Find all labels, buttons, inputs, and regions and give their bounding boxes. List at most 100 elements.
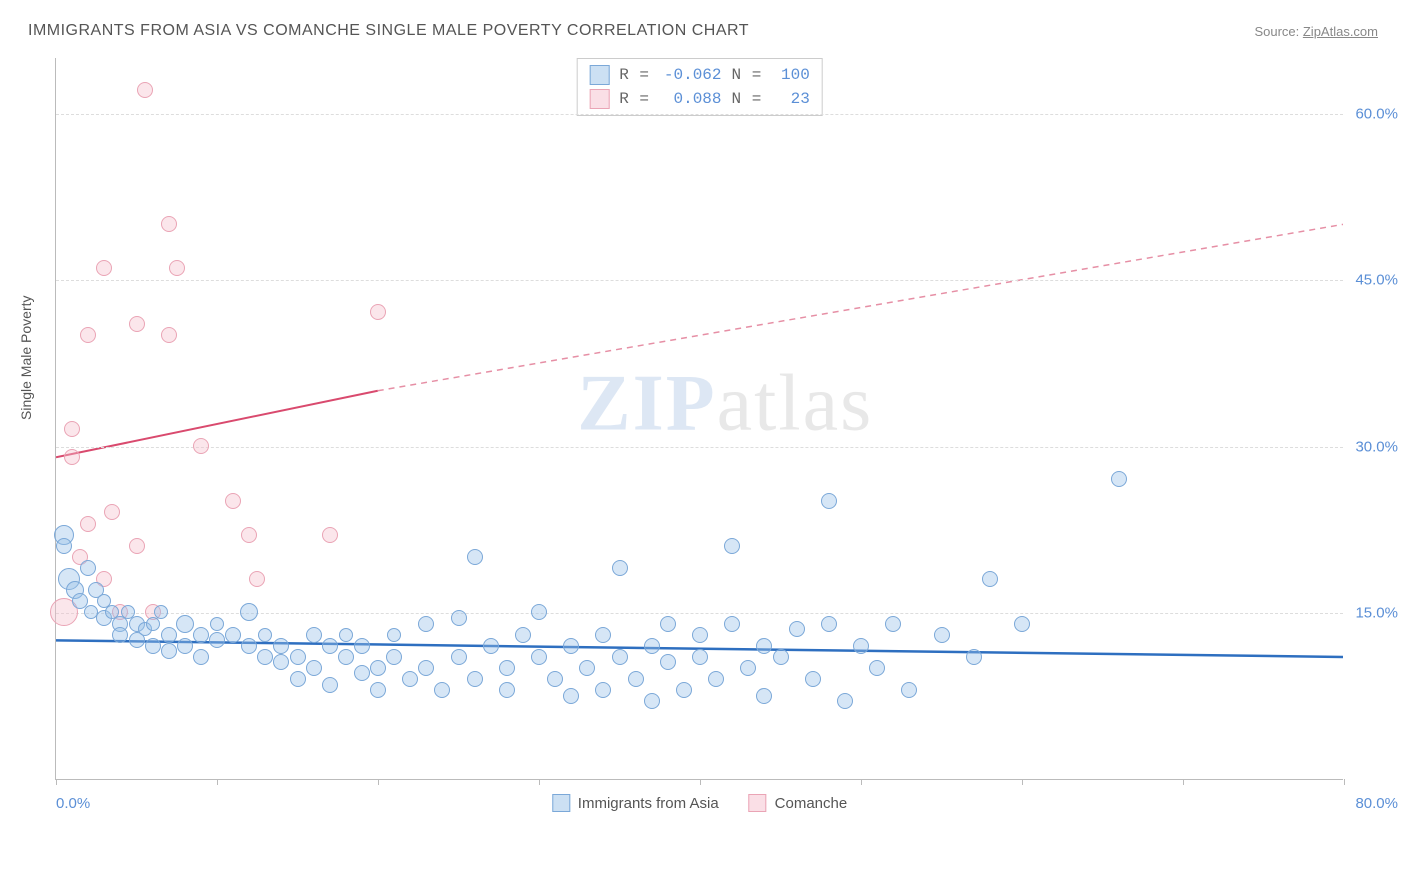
- data-point-asia: [370, 682, 386, 698]
- x-axis-min-label: 0.0%: [56, 795, 90, 812]
- data-point-asia: [322, 638, 338, 654]
- data-point-asia: [402, 671, 418, 687]
- data-point-comanche: [137, 82, 153, 98]
- data-point-asia: [434, 682, 450, 698]
- data-point-comanche: [96, 260, 112, 276]
- chart-header: IMMIGRANTS FROM ASIA VS COMANCHE SINGLE …: [28, 22, 1378, 40]
- stats-r-label: R =: [619, 90, 649, 108]
- data-point-asia: [531, 604, 547, 620]
- data-point-asia: [595, 627, 611, 643]
- y-tick-label: 15.0%: [1355, 605, 1398, 622]
- x-tick: [539, 779, 540, 785]
- data-point-asia: [1111, 471, 1127, 487]
- data-point-comanche: [129, 538, 145, 554]
- data-point-asia: [740, 660, 756, 676]
- stats-swatch-asia: [589, 65, 609, 85]
- data-point-asia: [708, 671, 724, 687]
- data-point-asia: [612, 649, 628, 665]
- y-tick-label: 60.0%: [1355, 105, 1398, 122]
- data-point-asia: [756, 638, 772, 654]
- data-point-comanche: [80, 516, 96, 532]
- data-point-asia: [644, 638, 660, 654]
- stats-row-asia: R = -0.062 N = 100: [589, 63, 810, 87]
- data-point-asia: [676, 682, 692, 698]
- data-point-asia: [966, 649, 982, 665]
- x-tick: [700, 779, 701, 785]
- grid-line: [56, 114, 1343, 115]
- x-tick: [1344, 779, 1345, 785]
- y-axis-label: Single Male Poverty: [18, 295, 34, 420]
- data-point-asia: [241, 638, 257, 654]
- legend-swatch-comanche: [749, 794, 767, 812]
- stats-r-comanche: 0.088: [660, 90, 722, 108]
- source-prefix: Source:: [1254, 24, 1302, 39]
- data-point-asia: [451, 610, 467, 626]
- data-point-comanche: [104, 504, 120, 520]
- data-point-asia: [290, 671, 306, 687]
- data-point-asia: [209, 632, 225, 648]
- data-point-asia: [869, 660, 885, 676]
- data-point-asia: [451, 649, 467, 665]
- source-link[interactable]: ZipAtlas.com: [1303, 24, 1378, 39]
- data-point-asia: [756, 688, 772, 704]
- data-point-asia: [692, 627, 708, 643]
- data-point-asia: [193, 649, 209, 665]
- scatter-chart: ZIPatlas R = -0.062 N = 100 R = 0.088 N …: [55, 58, 1343, 780]
- legend-swatch-asia: [552, 794, 570, 812]
- data-point-asia: [499, 660, 515, 676]
- data-point-asia: [145, 638, 161, 654]
- watermark-atlas: atlas: [717, 360, 874, 448]
- data-point-comanche: [161, 327, 177, 343]
- data-point-asia: [418, 616, 434, 632]
- data-point-asia: [837, 693, 853, 709]
- data-point-asia: [322, 677, 338, 693]
- bottom-legend: Immigrants from Asia Comanche: [552, 794, 847, 812]
- data-point-asia: [628, 671, 644, 687]
- watermark-logo: ZIPatlas: [577, 359, 873, 450]
- data-point-asia: [240, 603, 258, 621]
- data-point-comanche: [370, 304, 386, 320]
- data-point-asia: [354, 665, 370, 681]
- watermark-zip: ZIP: [577, 360, 716, 448]
- data-point-comanche: [161, 216, 177, 232]
- data-point-comanche: [64, 421, 80, 437]
- legend-label-comanche: Comanche: [775, 795, 848, 812]
- x-tick: [378, 779, 379, 785]
- x-tick: [1183, 779, 1184, 785]
- y-tick-label: 30.0%: [1355, 438, 1398, 455]
- data-point-asia: [210, 617, 224, 631]
- data-point-asia: [853, 638, 869, 654]
- data-point-asia: [418, 660, 434, 676]
- data-point-comanche: [322, 527, 338, 543]
- trend-line-comanche-dashed: [378, 224, 1343, 390]
- data-point-asia: [499, 682, 515, 698]
- data-point-asia: [273, 654, 289, 670]
- data-point-asia: [821, 616, 837, 632]
- stats-r-asia: -0.062: [660, 66, 722, 84]
- data-point-asia: [56, 538, 72, 554]
- data-point-comanche: [249, 571, 265, 587]
- x-tick: [56, 779, 57, 785]
- data-point-asia: [595, 682, 611, 698]
- x-axis-max-label: 80.0%: [1355, 795, 1398, 812]
- data-point-asia: [789, 621, 805, 637]
- data-point-asia: [901, 682, 917, 698]
- x-tick: [217, 779, 218, 785]
- data-point-asia: [154, 605, 168, 619]
- x-tick: [861, 779, 862, 785]
- data-point-asia: [273, 638, 289, 654]
- data-point-asia: [290, 649, 306, 665]
- data-point-asia: [660, 654, 676, 670]
- data-point-asia: [386, 649, 402, 665]
- data-point-asia: [483, 638, 499, 654]
- stats-n-comanche: 23: [772, 90, 810, 108]
- legend-item-asia: Immigrants from Asia: [552, 794, 719, 812]
- data-point-asia: [563, 638, 579, 654]
- data-point-asia: [724, 616, 740, 632]
- legend-label-asia: Immigrants from Asia: [578, 795, 719, 812]
- data-point-asia: [563, 688, 579, 704]
- data-point-asia: [773, 649, 789, 665]
- data-point-asia: [177, 638, 193, 654]
- data-point-asia: [258, 628, 272, 642]
- data-point-asia: [354, 638, 370, 654]
